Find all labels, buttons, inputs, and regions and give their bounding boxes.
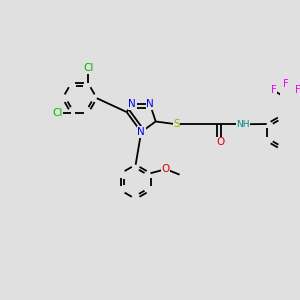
Text: O: O <box>162 164 170 174</box>
Text: Cl: Cl <box>83 63 93 73</box>
Text: N: N <box>146 100 154 110</box>
Text: Cl: Cl <box>52 108 62 118</box>
Text: N: N <box>128 100 136 110</box>
Text: S: S <box>173 119 180 129</box>
Text: F: F <box>271 85 276 95</box>
Text: NH: NH <box>236 120 250 129</box>
Text: N: N <box>137 127 145 137</box>
Text: O: O <box>217 137 225 147</box>
Text: F: F <box>283 79 289 88</box>
Text: F: F <box>296 85 300 95</box>
